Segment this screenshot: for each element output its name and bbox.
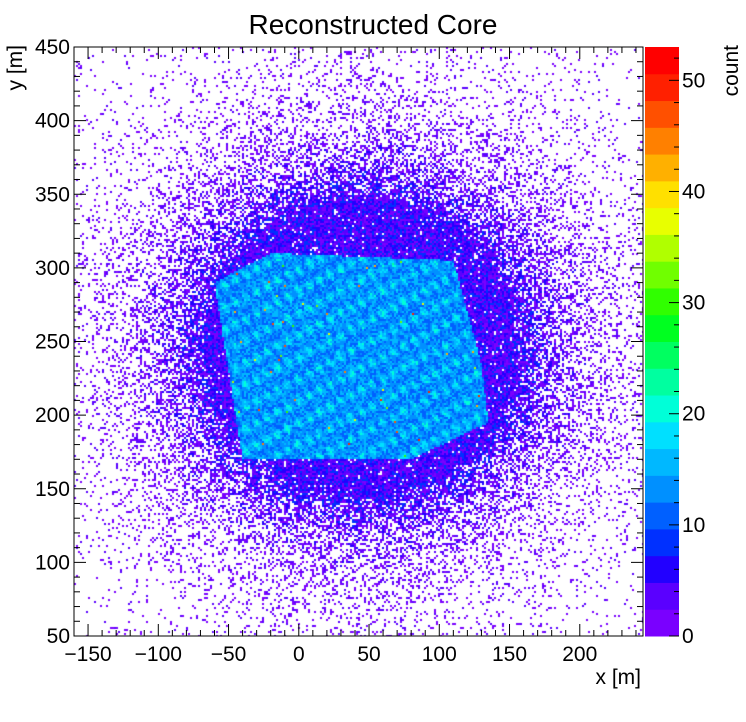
colorbar-segment	[645, 73, 679, 102]
colorbar-segment	[645, 234, 679, 262]
colorbar-segment	[645, 207, 679, 235]
colorbar-segment	[645, 261, 679, 289]
colorbar-segment	[645, 180, 679, 209]
colorbar-axis: 0 10 20 30 40 50	[669, 57, 705, 648]
y-axis: 50 100 150 200 250 300 350 400 450	[35, 36, 643, 648]
colorbar-tick-label: 40	[682, 180, 705, 203]
colorbar-tick-label: 0	[682, 625, 694, 648]
colorbar-tick-label: 20	[682, 403, 705, 426]
y-tick-label: 50	[47, 625, 70, 648]
x-tick-label: 150	[492, 643, 527, 666]
x-tick-label: 100	[422, 643, 457, 666]
x-tick-label: 0	[293, 643, 305, 666]
heatmap-canvas	[74, 47, 643, 636]
y-tick-label: 200	[35, 404, 70, 427]
colorbar-segment	[645, 154, 679, 182]
colorbar-segment	[645, 395, 679, 423]
colorbar-segment	[645, 100, 679, 128]
colorbar-segment	[645, 287, 679, 316]
colorbar-segment	[645, 582, 679, 610]
colorbar-label: count	[720, 45, 743, 97]
colorbar-segment	[645, 314, 679, 342]
y-tick-label: 350	[35, 183, 70, 206]
colorbar-segment	[645, 448, 679, 476]
colorbar-segment	[645, 368, 679, 396]
y-tick-label: 400	[35, 110, 70, 133]
colorbar-segment	[645, 475, 679, 503]
colorbar-segment	[645, 421, 679, 450]
colorbar-segment	[645, 528, 679, 557]
x-tick-label: −100	[135, 643, 182, 666]
colorbar-segment	[645, 341, 679, 369]
colorbar	[645, 47, 679, 637]
y-tick-label: 300	[35, 257, 70, 280]
colorbar-segment	[645, 127, 679, 155]
colorbar-tick-label: 10	[682, 514, 705, 537]
y-tick-label: 100	[35, 551, 70, 574]
colorbar-segment	[645, 609, 679, 637]
y-tick-label: 150	[35, 478, 70, 501]
x-axis-label: x [m]	[596, 666, 642, 689]
x-tick-label: −50	[211, 643, 247, 666]
colorbar-segment	[645, 555, 679, 583]
colorbar-segment	[645, 47, 679, 75]
x-tick-label: −150	[64, 643, 111, 666]
y-tick-label: 250	[35, 331, 70, 354]
x-tick-label: 200	[562, 643, 597, 666]
colorbar-tick-label: 50	[682, 69, 705, 92]
colorbar-tick-label: 30	[682, 292, 705, 315]
x-tick-label: 50	[357, 643, 380, 666]
y-tick-label: 450	[35, 36, 70, 59]
chart-title: Reconstructed Core	[248, 9, 497, 40]
x-axis: −150 −100 −50 0 50 100 150 200	[64, 47, 637, 666]
y-axis-label: y [m]	[4, 45, 27, 91]
